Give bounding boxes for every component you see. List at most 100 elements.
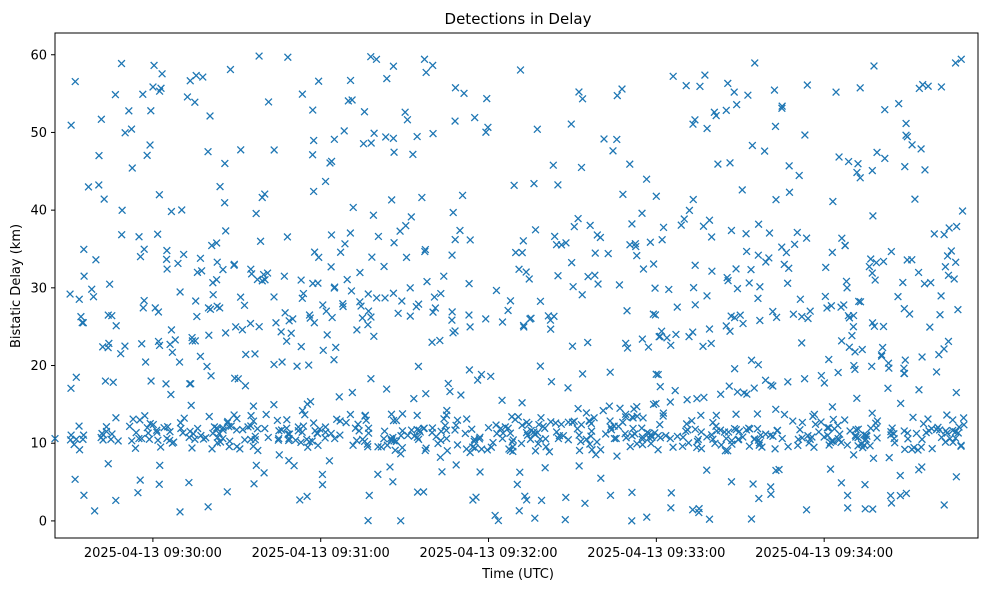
data-point (429, 308, 437, 317)
data-point (673, 303, 682, 311)
data-point (667, 489, 676, 497)
data-point (190, 98, 199, 107)
data-point (176, 508, 184, 516)
data-point (51, 434, 59, 443)
data-point (782, 248, 791, 257)
data-point (379, 434, 388, 443)
data-point (778, 434, 787, 443)
data-point (921, 166, 929, 174)
data-point (150, 61, 158, 70)
data-point (67, 121, 76, 130)
data-point (260, 469, 268, 477)
data-point (669, 443, 677, 452)
data-point (632, 251, 641, 260)
data-point (803, 81, 812, 89)
data-point (364, 516, 372, 525)
y-tick-label: 30 (30, 281, 47, 296)
data-point (470, 113, 479, 122)
data-point (152, 426, 161, 435)
data-point (823, 423, 832, 432)
data-point (250, 479, 258, 488)
data-point (80, 491, 88, 500)
data-point (911, 195, 919, 203)
data-point (476, 433, 484, 442)
data-point (663, 333, 671, 342)
data-point (298, 428, 307, 437)
data-point (526, 435, 535, 444)
data-point (262, 410, 271, 419)
data-point (428, 61, 437, 70)
data-point (155, 341, 164, 350)
data-point (843, 441, 852, 449)
data-point (388, 477, 397, 486)
data-point (841, 241, 849, 250)
data-point (90, 507, 99, 515)
data-point (204, 331, 213, 340)
data-point (260, 190, 269, 198)
data-point (94, 181, 103, 189)
data-point (940, 345, 948, 353)
data-point (108, 430, 116, 438)
data-point (628, 220, 636, 228)
data-point (738, 433, 747, 441)
data-point (845, 343, 854, 352)
data-point (896, 471, 905, 480)
data-point (917, 463, 926, 471)
data-point (844, 157, 853, 166)
data-point (898, 278, 907, 287)
data-point (619, 190, 627, 199)
data-point (102, 422, 111, 431)
data-point (682, 81, 691, 90)
data-point (84, 183, 93, 191)
data-point (834, 368, 843, 377)
data-point (139, 304, 148, 312)
data-point (537, 413, 545, 422)
data-point (412, 302, 421, 311)
data-point (284, 430, 292, 438)
data-point (848, 331, 856, 340)
x-axis-label: Time (UTC) (481, 567, 554, 582)
data-point (949, 438, 957, 447)
data-point (109, 378, 118, 387)
data-point (642, 513, 651, 522)
data-point (226, 65, 235, 74)
data-point (336, 248, 345, 257)
data-point (127, 125, 136, 133)
data-point (398, 409, 407, 418)
data-point (274, 436, 283, 445)
data-point (249, 442, 258, 451)
data-point (469, 496, 477, 504)
data-point (308, 437, 317, 445)
data-point (832, 88, 840, 96)
data-point (241, 381, 250, 390)
data-point (66, 290, 74, 298)
data-point (885, 453, 894, 462)
data-point (639, 414, 647, 422)
data-point (700, 393, 708, 402)
data-point (833, 421, 842, 430)
data-point (346, 76, 355, 85)
data-point (370, 129, 378, 138)
data-point (843, 283, 851, 292)
x-tick-label: 2025-04-13 09:30:00 (84, 546, 222, 561)
data-point (360, 437, 369, 446)
data-point (438, 467, 446, 476)
data-point (554, 271, 562, 280)
data-point (231, 322, 240, 331)
data-point (952, 222, 961, 231)
data-point (247, 269, 256, 278)
data-point (683, 426, 692, 434)
data-point (840, 416, 849, 424)
data-point (554, 181, 562, 189)
data-point (570, 222, 579, 231)
data-point (591, 249, 600, 257)
data-point (481, 315, 490, 323)
data-point (948, 426, 957, 435)
data-point (407, 213, 416, 221)
data-point (546, 325, 555, 334)
data-point (646, 238, 655, 247)
data-point (341, 239, 349, 248)
data-point (67, 431, 75, 439)
data-point (638, 433, 647, 441)
data-point (326, 159, 334, 167)
